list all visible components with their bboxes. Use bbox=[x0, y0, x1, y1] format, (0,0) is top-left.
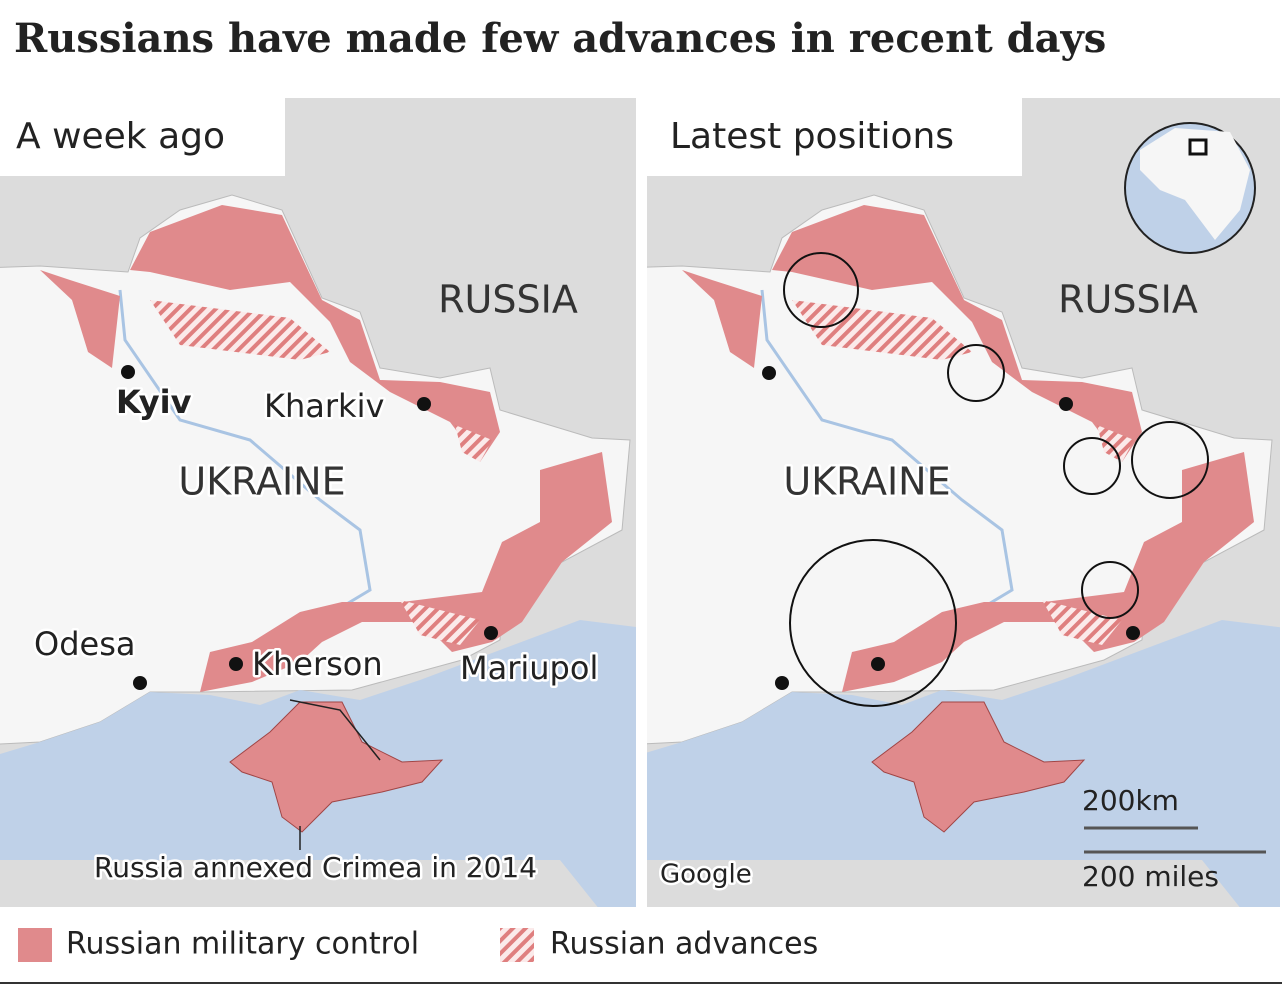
annotation: Russia annexed Crimea in 2014 bbox=[94, 851, 537, 884]
legend-label: Russian advances bbox=[550, 927, 818, 962]
country-label: UKRAINE bbox=[783, 460, 950, 504]
city-label: Kharkiv bbox=[264, 387, 384, 425]
city-label: Kherson bbox=[252, 645, 383, 683]
city-label: Odesa bbox=[34, 625, 135, 663]
city-dots bbox=[762, 366, 1140, 690]
scale-label: 200km bbox=[1082, 784, 1179, 817]
panel-heading: A week ago bbox=[16, 116, 225, 157]
attribution: Google bbox=[660, 860, 752, 890]
country-label: RUSSIA bbox=[1058, 278, 1198, 322]
title: Russians have made few advances in recen… bbox=[14, 15, 1106, 62]
legend-swatch bbox=[18, 928, 52, 962]
legend-label: Russian military control bbox=[66, 927, 419, 962]
highlight-circles bbox=[783, 252, 1209, 707]
country-label: RUSSIA bbox=[438, 278, 578, 322]
annotation-line bbox=[289, 699, 381, 850]
panel-heading: Latest positions bbox=[670, 116, 954, 157]
scale-label: 200 miles bbox=[1082, 860, 1219, 893]
city-label: Kyiv bbox=[116, 383, 192, 421]
globe-inset bbox=[1124, 122, 1256, 254]
city-dots bbox=[121, 365, 498, 690]
heading-box bbox=[647, 98, 1022, 176]
legend-swatch bbox=[500, 928, 534, 962]
city-label: Mariupol bbox=[460, 649, 598, 687]
heading-box bbox=[0, 98, 285, 176]
country-label: UKRAINE bbox=[178, 460, 345, 504]
